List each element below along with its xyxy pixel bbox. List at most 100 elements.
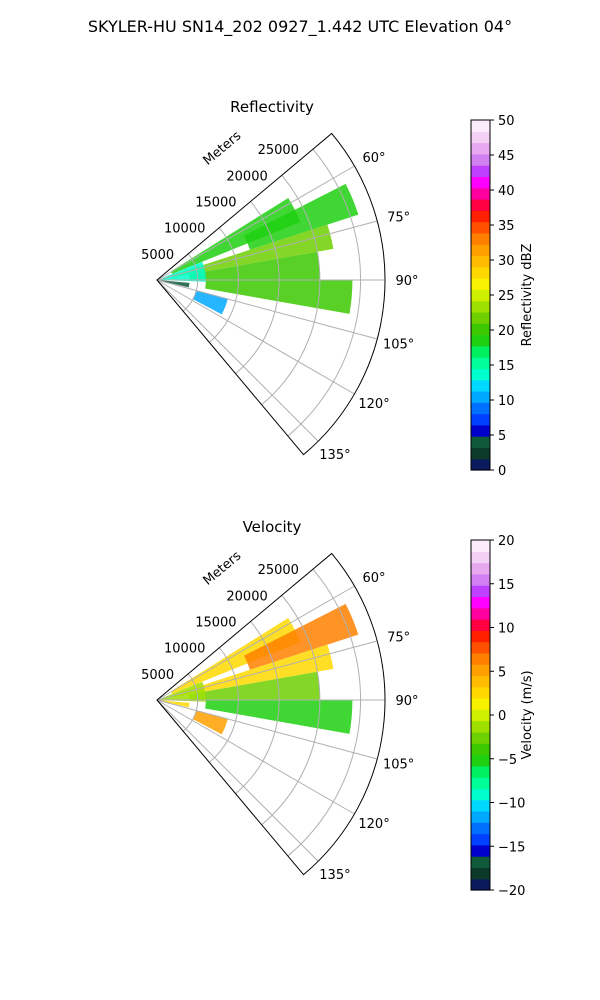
colorbar-swatch xyxy=(471,311,490,324)
colorbar-swatch xyxy=(471,368,490,381)
azimuth-tick-label: 60° xyxy=(363,571,386,586)
chart-panels: Reflectivity500010000150002000025000Mete… xyxy=(141,98,535,899)
colorbar-swatch xyxy=(471,664,490,677)
colorbar-swatch xyxy=(471,345,490,358)
range-axis-label: Meters xyxy=(201,128,245,168)
colorbar-swatch xyxy=(471,447,490,460)
colorbar-tick-label: 35 xyxy=(498,219,515,234)
azimuth-spoke xyxy=(156,220,378,281)
colorbar-swatch xyxy=(471,573,490,586)
colorbar-swatch xyxy=(471,357,490,369)
range-ring xyxy=(287,568,362,857)
colorbar-swatch xyxy=(471,799,490,812)
range-ring xyxy=(287,148,362,437)
colorbar-label: Velocity (m/s) xyxy=(520,670,535,759)
sector-outline xyxy=(156,132,386,456)
colorbar-swatch xyxy=(471,244,490,257)
azimuth-tick-label: 120° xyxy=(358,817,389,832)
range-tick-label: 15000 xyxy=(195,615,236,630)
colorbar-label: Reflectivity dBZ xyxy=(520,244,535,347)
colorbar-swatch xyxy=(471,596,490,609)
colorbar-swatch xyxy=(471,278,490,290)
colorbar-tick-label: 30 xyxy=(498,254,515,269)
azimuth-tick-label: 75° xyxy=(387,210,410,225)
range-ring xyxy=(209,227,239,343)
echo-region-4 xyxy=(205,280,353,314)
echo-region-2 xyxy=(172,644,334,698)
range-ring xyxy=(261,594,321,826)
colorbar-swatch xyxy=(471,641,490,654)
echo-region-0 xyxy=(170,618,301,694)
range-ring xyxy=(261,174,321,406)
echo-region-3 xyxy=(189,671,320,700)
range-tick-label: 15000 xyxy=(195,195,236,210)
colorbar-swatch xyxy=(471,300,490,313)
azimuth-tick-label: 135° xyxy=(319,868,350,883)
colorbar-tick-label: 5 xyxy=(498,429,506,444)
colorbar-swatch xyxy=(471,675,490,688)
colorbar-swatch xyxy=(471,436,490,449)
colorbar-swatch xyxy=(471,540,490,552)
colorbar-tick-label: 50 xyxy=(498,114,515,129)
figure-title: SKYLER-HU SN14_202 0927_1.442 UTC Elevat… xyxy=(88,17,512,37)
azimuth-tick-label: 90° xyxy=(395,694,418,709)
colorbar-swatch xyxy=(471,187,490,200)
panel-velocity: Velocity 5000 10000 15000 20000 25000 Meters 60… xyxy=(141,518,535,899)
range-ring xyxy=(235,201,280,374)
colorbar-swatch xyxy=(471,176,490,189)
colorbar-swatch xyxy=(471,833,490,846)
colorbar-tick-label: 10 xyxy=(498,394,515,409)
echo-region-6 xyxy=(160,280,190,288)
colorbar-swatch xyxy=(471,698,490,710)
echo-region-5 xyxy=(160,681,206,702)
panel-reflectivity: Reflectivity 5000 10000 15000 20000 25000 Mete… xyxy=(141,98,535,479)
panel-title: Reflectivity xyxy=(230,98,314,116)
colorbar-swatch xyxy=(471,765,490,778)
azimuth-tick-label: 105° xyxy=(383,338,414,353)
colorbar-swatch xyxy=(471,255,490,268)
range-ring xyxy=(209,647,239,763)
azimuth-spoke xyxy=(156,699,378,760)
echo-region-1 xyxy=(244,183,359,250)
colorbar-swatch xyxy=(471,878,490,891)
range-tick-label: 10000 xyxy=(164,642,205,657)
colorbar-swatch xyxy=(471,720,490,733)
range-tick-label: 20000 xyxy=(226,169,267,184)
sector-outline xyxy=(156,552,386,876)
range-tick-label: 5000 xyxy=(141,668,174,683)
echo-region-2 xyxy=(172,224,334,278)
azimuth-tick-label: 120° xyxy=(358,397,389,412)
colorbar-swatch xyxy=(471,743,490,756)
colorbar-swatch xyxy=(471,402,490,415)
azimuth-spoke xyxy=(156,165,355,281)
azimuth-spoke xyxy=(156,279,378,340)
colorbar-swatch xyxy=(471,458,490,471)
azimuth-tick-label: 90° xyxy=(395,274,418,289)
echo-region-7 xyxy=(192,710,228,735)
colorbar-tick-label: −20 xyxy=(498,884,525,899)
panel-title: Velocity xyxy=(243,518,302,536)
colorbar-swatch xyxy=(471,424,490,437)
colorbar-swatch xyxy=(471,607,490,620)
echo-region-1 xyxy=(244,603,359,670)
azimuth-spoke xyxy=(156,585,355,701)
echo-region-7 xyxy=(192,290,228,315)
range-tick-label: 10000 xyxy=(164,222,205,237)
colorbar-swatch xyxy=(471,334,490,347)
colorbar-swatch xyxy=(471,731,490,744)
colorbar-swatch xyxy=(471,709,490,722)
azimuth-tick-label: 60° xyxy=(363,151,386,166)
azimuth-spoke xyxy=(156,279,319,442)
colorbar-swatch xyxy=(471,165,490,178)
colorbar-swatch xyxy=(471,551,490,564)
azimuth-spoke xyxy=(156,279,355,395)
colorbar-swatch xyxy=(471,266,490,279)
colorbar-tick-label: 15 xyxy=(498,578,515,593)
colorbar-swatch xyxy=(471,686,490,699)
colorbar-tick-label: 5 xyxy=(498,665,506,680)
echo-region-4 xyxy=(205,700,353,734)
colorbar-swatch xyxy=(471,619,490,631)
colorbar: −20 −15 −10 −5 0 5 10 15 20 Velocity (m/s) xyxy=(470,534,535,899)
colorbar-swatch xyxy=(471,221,490,234)
